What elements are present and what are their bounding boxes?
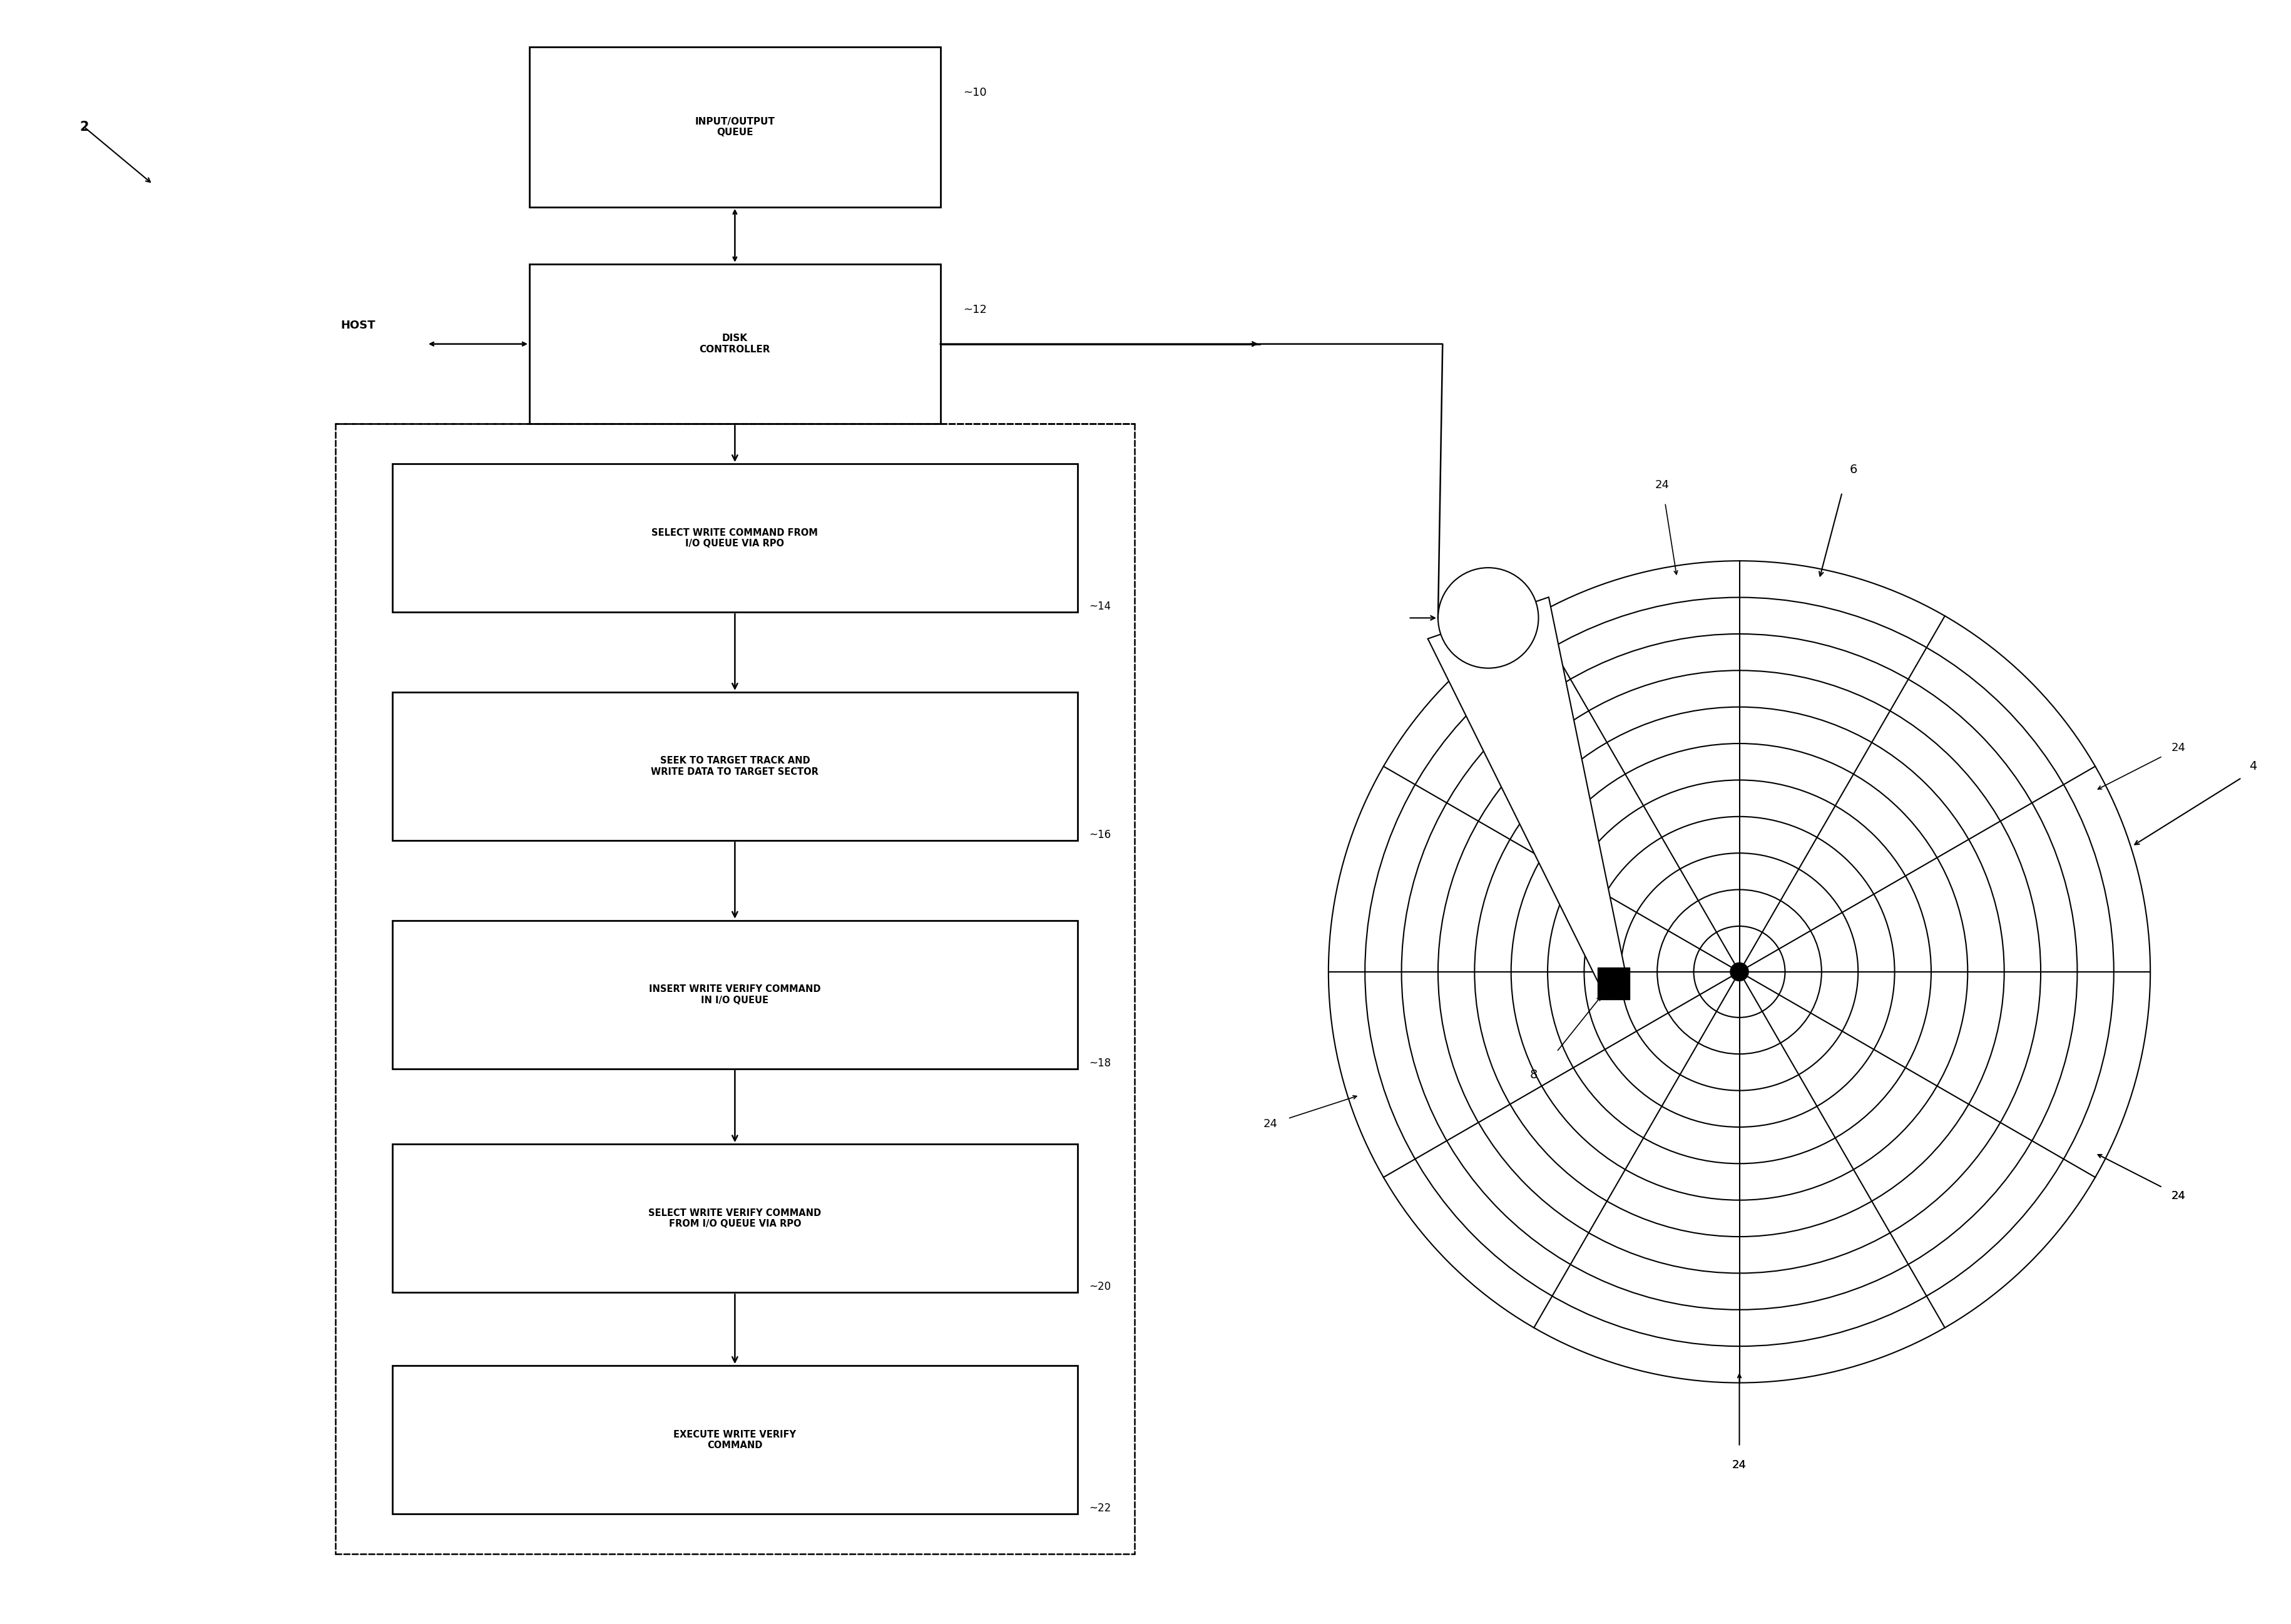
Text: ~22: ~22 <box>1088 1502 1111 1514</box>
Text: INPUT/OUTPUT
QUEUE: INPUT/OUTPUT QUEUE <box>694 117 774 136</box>
Polygon shape <box>1427 598 1627 987</box>
Text: 2: 2 <box>80 120 89 133</box>
Text: 24: 24 <box>1654 479 1668 490</box>
Text: ~20: ~20 <box>1088 1281 1111 1293</box>
FancyBboxPatch shape <box>392 464 1077 612</box>
Text: 4: 4 <box>2247 760 2257 773</box>
Text: HOST: HOST <box>341 320 376 331</box>
Text: ~10: ~10 <box>962 88 987 99</box>
Text: SELECT WRITE VERIFY COMMAND
FROM I/O QUEUE VIA RPO: SELECT WRITE VERIFY COMMAND FROM I/O QUE… <box>648 1208 820 1228</box>
Text: SELECT WRITE COMMAND FROM
I/O QUEUE VIA RPO: SELECT WRITE COMMAND FROM I/O QUEUE VIA … <box>651 528 818 549</box>
Text: INSERT WRITE VERIFY COMMAND
IN I/O QUEUE: INSERT WRITE VERIFY COMMAND IN I/O QUEUE <box>648 984 820 1005</box>
Text: 24: 24 <box>2172 1190 2186 1202</box>
Text: 8: 8 <box>1530 1069 1537 1080</box>
FancyBboxPatch shape <box>392 1366 1077 1514</box>
Text: SEEK TO TARGET TRACK AND
WRITE DATA TO TARGET SECTOR: SEEK TO TARGET TRACK AND WRITE DATA TO T… <box>651 757 818 776</box>
FancyBboxPatch shape <box>392 1145 1077 1293</box>
Circle shape <box>1730 963 1748 981</box>
Circle shape <box>1439 568 1537 667</box>
Text: EXECUTE WRITE VERIFY
COMMAND: EXECUTE WRITE VERIFY COMMAND <box>674 1429 795 1450</box>
Text: 24: 24 <box>1732 1460 1746 1471</box>
Text: 24: 24 <box>1732 1460 1746 1471</box>
FancyBboxPatch shape <box>392 692 1077 841</box>
Text: 24: 24 <box>2172 1190 2186 1202</box>
Text: ~16: ~16 <box>1088 830 1111 840</box>
FancyBboxPatch shape <box>392 921 1077 1069</box>
Text: 24: 24 <box>2172 742 2186 754</box>
Text: 24: 24 <box>1262 1119 1278 1130</box>
Bar <box>1597 968 1629 999</box>
Text: DISK
CONTROLLER: DISK CONTROLLER <box>699 335 770 354</box>
FancyBboxPatch shape <box>529 265 939 424</box>
Text: ~14: ~14 <box>1088 601 1111 612</box>
FancyBboxPatch shape <box>529 47 939 206</box>
Text: 6: 6 <box>1849 463 1858 476</box>
Text: ~18: ~18 <box>1088 1057 1111 1069</box>
Text: ~12: ~12 <box>962 304 987 315</box>
